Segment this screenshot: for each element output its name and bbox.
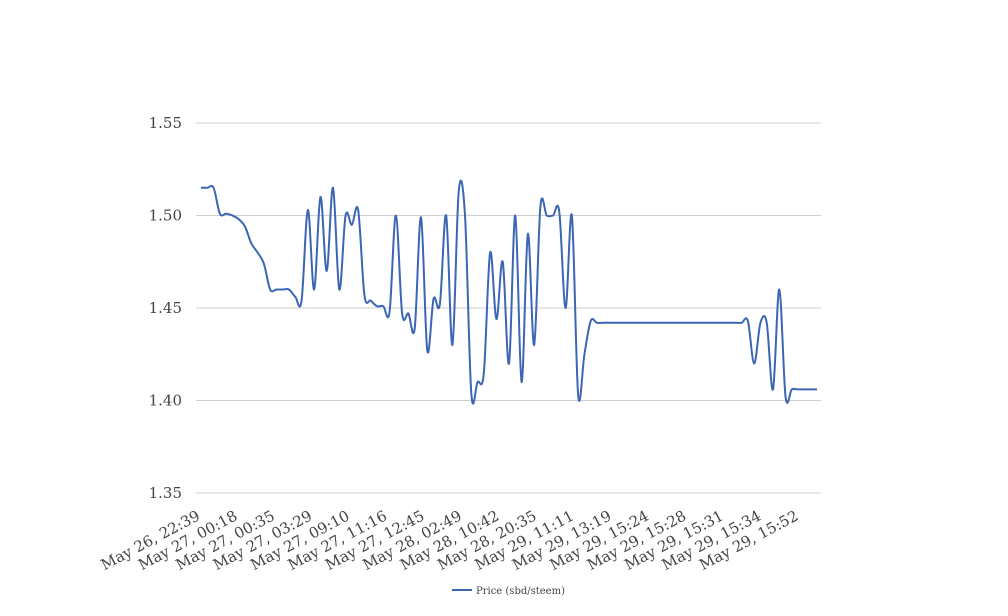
y-tick-label: 1.40 [149, 392, 182, 410]
y-tick-label: 1.35 [149, 484, 182, 502]
series-layer [201, 179, 817, 405]
y-tick-labels: 1.35 1.40 1.45 1.50 1.55 [149, 114, 182, 502]
legend: Price (sbd/steem) [452, 586, 565, 597]
legend-label: Price (sbd/steem) [476, 586, 565, 597]
y-tick-label: 1.45 [149, 299, 182, 317]
y-tick-label: 1.50 [149, 207, 182, 225]
y-tick-label: 1.55 [149, 114, 182, 132]
grid-layer [196, 122, 821, 494]
series-line-price [201, 179, 817, 405]
